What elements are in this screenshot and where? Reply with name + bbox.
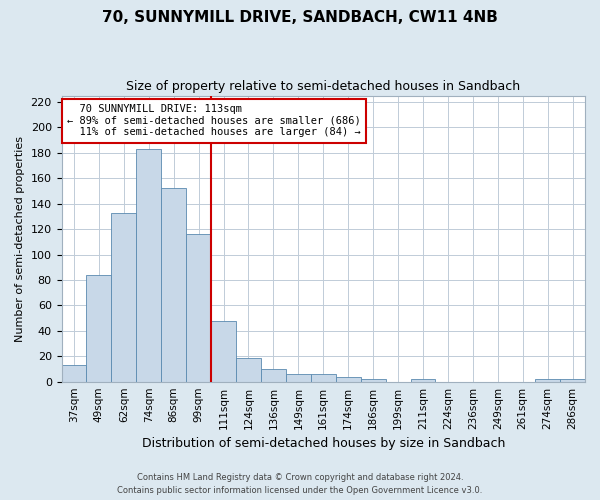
Bar [311, 374, 336, 382]
X-axis label: Distribution of semi-detached houses by size in Sandbach: Distribution of semi-detached houses by … [142, 437, 505, 450]
Bar [136, 149, 161, 382]
Bar [112, 212, 136, 382]
Bar [86, 275, 112, 382]
Bar [161, 188, 186, 382]
Bar [560, 379, 585, 382]
Text: 70, SUNNYMILL DRIVE, SANDBACH, CW11 4NB: 70, SUNNYMILL DRIVE, SANDBACH, CW11 4NB [102, 10, 498, 25]
Bar [186, 234, 211, 382]
Title: Size of property relative to semi-detached houses in Sandbach: Size of property relative to semi-detach… [126, 80, 520, 93]
Text: 70 SUNNYMILL DRIVE: 113sqm
← 89% of semi-detached houses are smaller (686)
  11%: 70 SUNNYMILL DRIVE: 113sqm ← 89% of semi… [67, 104, 361, 138]
Bar [236, 358, 261, 382]
Bar [211, 320, 236, 382]
Y-axis label: Number of semi-detached properties: Number of semi-detached properties [15, 136, 25, 342]
Bar [336, 376, 361, 382]
Text: Contains HM Land Registry data © Crown copyright and database right 2024.
Contai: Contains HM Land Registry data © Crown c… [118, 474, 482, 495]
Bar [361, 379, 386, 382]
Bar [62, 365, 86, 382]
Bar [261, 369, 286, 382]
Bar [535, 379, 560, 382]
Bar [286, 374, 311, 382]
Bar [410, 379, 436, 382]
